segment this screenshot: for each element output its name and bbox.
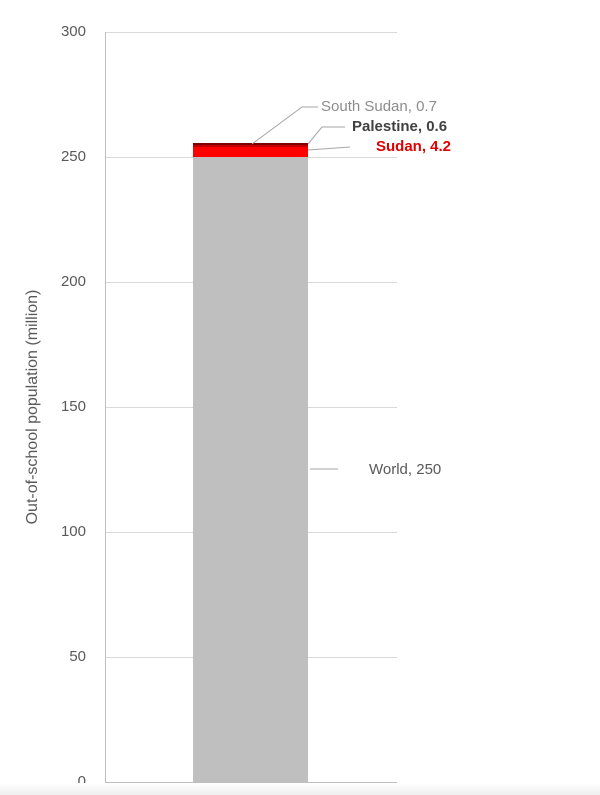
bar-world bbox=[193, 157, 308, 782]
label-sudan: Sudan, 4.2 bbox=[376, 138, 452, 155]
y-tick-100: 100 bbox=[60, 523, 86, 540]
x-axis-line bbox=[105, 782, 397, 783]
label-world: World, 250 bbox=[369, 461, 442, 478]
label-south-sudan: South Sudan, 0.7 bbox=[321, 98, 437, 115]
bar-palestine bbox=[193, 145, 308, 147]
y-tick-150: 150 bbox=[60, 398, 86, 415]
y-tick-300: 300 bbox=[60, 23, 86, 40]
bottom-shadow bbox=[0, 783, 600, 795]
y-tick-200: 200 bbox=[60, 273, 86, 290]
gridline-300 bbox=[105, 32, 397, 33]
y-tick-0: 0 bbox=[77, 773, 86, 790]
bar-south-sudan bbox=[193, 143, 308, 145]
label-palestine: Palestine, 0.6 bbox=[352, 118, 448, 135]
y-axis-line bbox=[105, 32, 106, 783]
y-tick-50: 50 bbox=[69, 648, 86, 665]
y-tick-250: 250 bbox=[60, 148, 86, 165]
bar-sudan bbox=[193, 147, 308, 157]
